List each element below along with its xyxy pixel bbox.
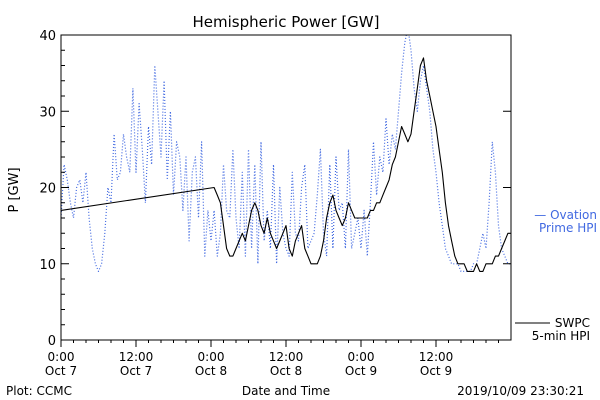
x-tick-label-time: 0:00 bbox=[198, 350, 225, 364]
plot-timestamp: 2019/10/09 23:30:21 bbox=[457, 384, 584, 398]
legend-ovation-label: — Ovation bbox=[534, 208, 597, 222]
plot-area bbox=[60, 34, 512, 341]
x-tick-label-date: Oct 7 bbox=[120, 364, 152, 378]
x-axis-label: Date and Time bbox=[242, 384, 330, 398]
x-tick-label-time: 12:00 bbox=[419, 350, 454, 364]
x-tick-label-date: Oct 9 bbox=[420, 364, 452, 378]
y-tick-label: 0 bbox=[48, 334, 56, 349]
x-tick-label-time: 12:00 bbox=[269, 350, 304, 364]
legend: — Ovation Prime HPI SWPC 5-min HPI bbox=[515, 208, 597, 343]
series-ovation-line bbox=[61, 35, 511, 272]
legend-ovation-label-2: Prime HPI bbox=[539, 221, 597, 235]
x-tick-label-date: Oct 7 bbox=[45, 364, 77, 378]
y-tick-label: 40 bbox=[39, 29, 56, 44]
x-tick-label-date: Oct 9 bbox=[345, 364, 377, 378]
y-tick-label: 20 bbox=[39, 182, 56, 197]
x-tick-label-time: 12:00 bbox=[119, 350, 154, 364]
plot-credit: Plot: CCMC bbox=[6, 384, 72, 398]
x-tick-label-time: 0:00 bbox=[48, 350, 75, 364]
y-axis-ticks: 0 10 20 30 40 bbox=[39, 29, 511, 349]
series-swpc-line bbox=[61, 57, 511, 272]
chart-title: Hemispheric Power [GW] bbox=[193, 13, 380, 31]
x-tick-label-time: 0:00 bbox=[348, 350, 375, 364]
x-tick-label-date: Oct 8 bbox=[270, 364, 302, 378]
x-tick-label-date: Oct 8 bbox=[195, 364, 227, 378]
legend-swpc-label: SWPC bbox=[555, 316, 590, 330]
legend-swpc-label-2: 5-min HPI bbox=[532, 329, 590, 343]
y-tick-label: 30 bbox=[39, 105, 56, 120]
y-tick-label: 10 bbox=[39, 258, 56, 273]
y-axis-label: P [GW] bbox=[7, 167, 22, 212]
